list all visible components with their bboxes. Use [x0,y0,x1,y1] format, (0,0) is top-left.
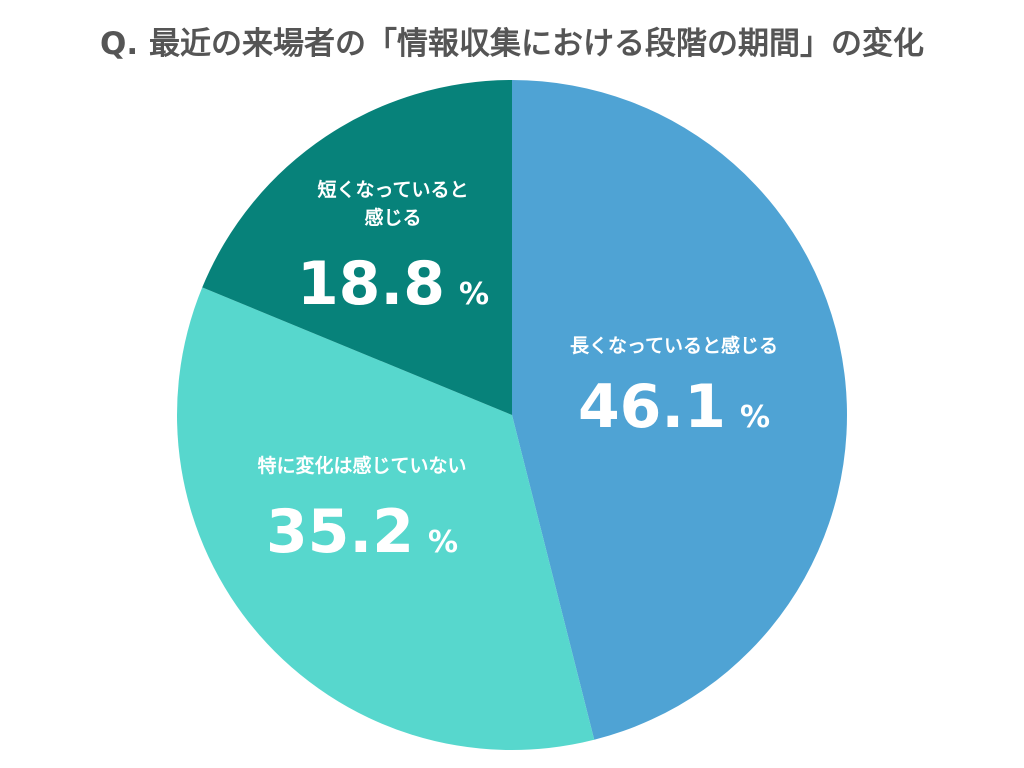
pie-slice [176,287,595,750]
slice-value-number: 18.8 [297,249,445,319]
slice-value-label: 46.1% [578,372,770,442]
slice-value-unit: % [459,277,489,312]
slice-value-number: 46.1 [578,372,726,442]
slice-label: 長くなっていると感じる [570,334,778,357]
slice-value-label: 18.8% [297,249,489,319]
slice-label: 特に変化は感じていない [257,454,466,477]
slice-value-unit: % [740,400,770,435]
slice-value-number: 35.2 [266,497,414,567]
slice-label: 短くなっていると [317,178,468,201]
slice-value-unit: % [428,525,458,560]
chart-title: Q. 最近の来場者の「情報収集における段階の期間」の変化 [100,26,924,62]
pie-slice [202,80,512,415]
slice-value-label: 35.2% [266,497,458,567]
slice-label: 感じる [364,206,421,229]
pie-slice [512,80,847,740]
